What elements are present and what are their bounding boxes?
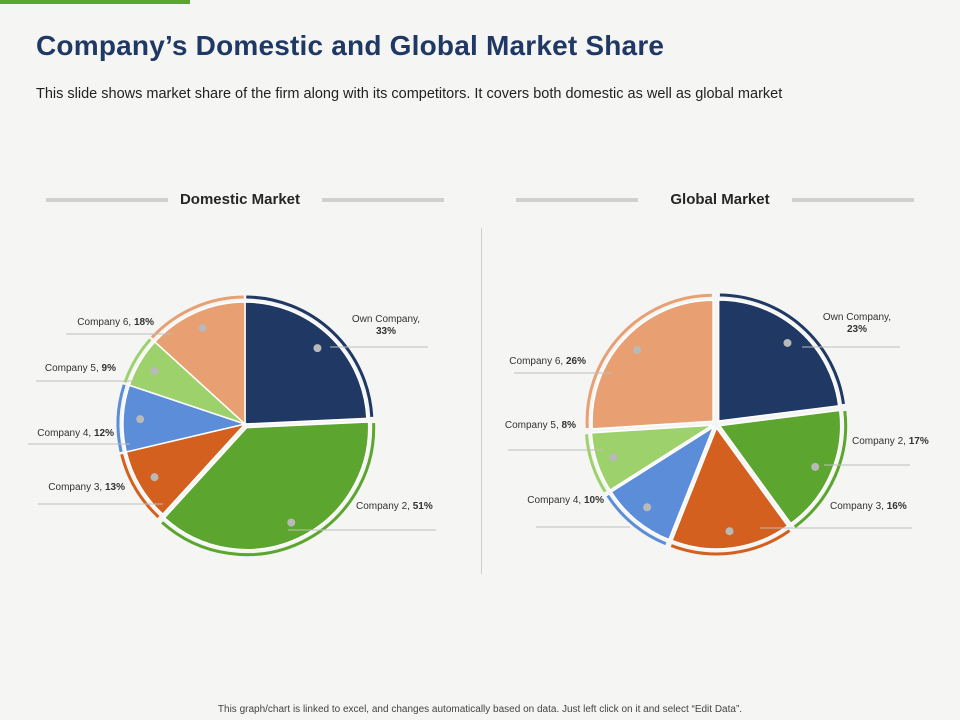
pie-slice-ring-5 bbox=[123, 338, 152, 383]
pie-slice-6 bbox=[591, 299, 714, 430]
pie-slice-2 bbox=[718, 409, 842, 525]
slice-label: Company 4, 12% bbox=[37, 428, 114, 439]
slice-marker-dot bbox=[150, 473, 159, 482]
data-label: Company 2, 17% bbox=[824, 436, 929, 466]
chart-header: Global Market bbox=[480, 180, 960, 220]
pie-chart-global: Own Company,23% Company 2, 17% Company 3, … bbox=[505, 293, 929, 556]
data-label: Company 3, 13% bbox=[38, 482, 163, 505]
data-label: Company 4, 12% bbox=[28, 428, 130, 445]
slice-label-value: 12% bbox=[94, 428, 114, 439]
slice-marker-dot bbox=[136, 415, 145, 424]
data-label: Company 5, 8% bbox=[505, 420, 604, 451]
slice-label-value: 18% bbox=[134, 317, 154, 328]
slice-label-name: Company 5, bbox=[505, 420, 562, 431]
pie-slice-ring-1 bbox=[719, 293, 845, 405]
slice-label-name: Company 3, bbox=[48, 482, 105, 493]
pie-slice-ring-2 bbox=[793, 410, 848, 528]
slice-label: Company 2, 51% bbox=[356, 501, 433, 512]
slice-label-name: Company 6, bbox=[77, 317, 134, 328]
chart-divider bbox=[481, 228, 482, 574]
chart-header: Domestic Market bbox=[0, 180, 480, 220]
global-market-chart: Global Market Own Company, 23% Company 2, … bbox=[480, 180, 960, 600]
pie-slice-1 bbox=[244, 301, 368, 425]
pie-slice-ring-3 bbox=[120, 453, 160, 519]
pie-slices bbox=[116, 295, 376, 557]
domestic-market-chart: Domestic Market Own Company, 33% Company 2… bbox=[0, 180, 480, 600]
data-label: Company 3, 16% bbox=[760, 501, 912, 529]
pie-slice-ring-4 bbox=[606, 494, 667, 546]
slice-label-name: Company 4, bbox=[37, 428, 94, 439]
chart-title: Global Market bbox=[670, 191, 770, 208]
data-label: Company 2, 51% bbox=[288, 501, 436, 531]
data-label: Own Company,23% bbox=[802, 312, 900, 348]
slice-label-value: 9% bbox=[102, 363, 117, 374]
slice-label: Company 5, 8% bbox=[505, 420, 576, 431]
data-label: Company 6, 18% bbox=[66, 317, 172, 335]
chart-title: Domestic Market bbox=[179, 191, 301, 208]
slice-label: Company 6, 26% bbox=[509, 356, 586, 367]
data-label: Own Company,33% bbox=[330, 314, 428, 348]
data-label: Company 4, 10% bbox=[527, 495, 630, 528]
slice-marker-dot bbox=[313, 344, 322, 353]
footer-note: This graph/chart is linked to excel, and… bbox=[217, 704, 743, 715]
header-line-left bbox=[46, 198, 168, 202]
slice-marker-dot bbox=[725, 527, 734, 536]
slice-label-name: Company 3, bbox=[830, 501, 887, 512]
pie-slice-2 bbox=[163, 421, 370, 551]
slice-marker-dot bbox=[150, 366, 159, 375]
pie-slice-4 bbox=[610, 425, 715, 541]
slice-label-value: 17% bbox=[909, 436, 929, 447]
slice-marker-dot bbox=[643, 503, 652, 512]
slice-label-value: 10% bbox=[584, 495, 604, 506]
header-line-left bbox=[516, 198, 638, 202]
slice-label-name: Company 4, bbox=[527, 495, 584, 506]
pie-slices bbox=[585, 293, 848, 556]
slice-label: Company 3, 16% bbox=[830, 501, 907, 512]
slice-marker-dot bbox=[198, 324, 207, 333]
data-label: Company 5, 9% bbox=[36, 363, 134, 382]
pie-slice-6 bbox=[153, 301, 246, 426]
page-title: Company’s Domestic and Global Market Sha… bbox=[36, 30, 665, 61]
slice-label-name: Company 6, bbox=[509, 356, 566, 367]
slice-marker-dot bbox=[811, 462, 820, 471]
slice-label-name: Company 2, bbox=[852, 436, 909, 447]
slice-label-value: 23% bbox=[847, 324, 867, 335]
pie-slice-1 bbox=[717, 299, 840, 422]
pie-slice-ring-1 bbox=[246, 295, 374, 417]
slice-label-value: 26% bbox=[566, 356, 586, 367]
slice-label: Company 4, 10% bbox=[527, 495, 604, 506]
pie-slice-ring-5 bbox=[585, 434, 607, 493]
pie-slice-5 bbox=[590, 424, 713, 492]
pie-slice-3 bbox=[670, 426, 789, 550]
slice-label-name: Own Company, bbox=[823, 312, 891, 323]
slice-marker-dot bbox=[633, 346, 642, 355]
slice-label-name: Company 5, bbox=[45, 363, 102, 374]
pie-slice-ring-3 bbox=[670, 529, 791, 556]
pie-slice-ring-6 bbox=[150, 295, 244, 339]
slice-label-value: 33% bbox=[376, 326, 396, 337]
slice-label-value: 16% bbox=[887, 501, 907, 512]
slice-marker-dot bbox=[287, 518, 296, 527]
slice-marker-dot bbox=[783, 338, 792, 347]
pie-slice-ring-2 bbox=[161, 422, 376, 557]
slice-label: Company 2, 17% bbox=[852, 436, 929, 447]
slice-label-name: Company 2, bbox=[356, 501, 413, 512]
accent-bar bbox=[0, 0, 190, 4]
pie-slice-ring-4 bbox=[116, 384, 126, 453]
pie-slice-ring-6 bbox=[585, 293, 712, 428]
data-label: Company 6, 26% bbox=[509, 356, 612, 374]
slice-marker-dot bbox=[609, 453, 618, 462]
pie-chart-domestic: Own Company,33% Company 2, 51% Company 3, … bbox=[28, 295, 436, 557]
slice-label: Company 6, 18% bbox=[77, 317, 154, 328]
slice-label-value: 51% bbox=[413, 501, 433, 512]
slice-label: Company 3, 13% bbox=[48, 482, 125, 493]
slice-label-value: 8% bbox=[562, 420, 577, 431]
slice-label-value: 13% bbox=[105, 482, 125, 493]
slice-label-name: Own Company, bbox=[352, 314, 420, 325]
header-line-right bbox=[322, 198, 444, 202]
slice-label: Company 5, 9% bbox=[45, 363, 116, 374]
header-line-right bbox=[792, 198, 914, 202]
page-subtitle: This slide shows market share of the fir… bbox=[36, 86, 783, 102]
